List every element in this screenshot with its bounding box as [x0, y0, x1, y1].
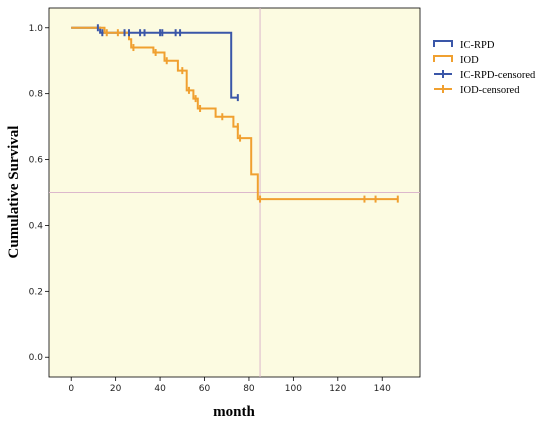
legend-line-swatch: [433, 40, 453, 47]
legend-label: IOD: [460, 55, 479, 66]
x-tick-label: 20: [110, 384, 122, 394]
x-tick-label: 100: [285, 384, 302, 394]
y-tick-label: 0.2: [29, 287, 43, 297]
y-tick-label: 1.0: [29, 24, 44, 34]
legend-label: IC-RPD: [460, 40, 495, 51]
legend: IC-RPD IOD IC-RPD-censored IOD-censored: [433, 40, 536, 96]
x-tick-label: 0: [68, 384, 74, 394]
y-tick-label: 0.0: [29, 353, 44, 363]
x-tick-label: 140: [374, 384, 391, 394]
x-tick-label: 40: [154, 384, 166, 394]
y-tick-label: 0.8: [29, 90, 44, 100]
legend-line-swatch: [433, 55, 453, 62]
x-tick-label: 120: [329, 384, 346, 394]
x-tick-label: 80: [243, 384, 255, 394]
legend-label: IOD-censored: [460, 85, 520, 96]
y-tick-label: 0.6: [29, 156, 44, 166]
y-tick-label: 0.4: [29, 221, 44, 231]
legend-label: IC-RPD-censored: [460, 70, 536, 81]
x-tick-label: 60: [199, 384, 211, 394]
x-axis-ticks: 0 20 40 60 80 100 120 140: [68, 377, 391, 394]
y-axis-ticks: 0.0 0.2 0.4 0.6 0.8 1.0: [29, 24, 49, 363]
x-axis-title: month: [213, 404, 255, 420]
y-axis-title: Cumulative Survival: [6, 126, 22, 259]
censor-marks: [96, 24, 399, 203]
